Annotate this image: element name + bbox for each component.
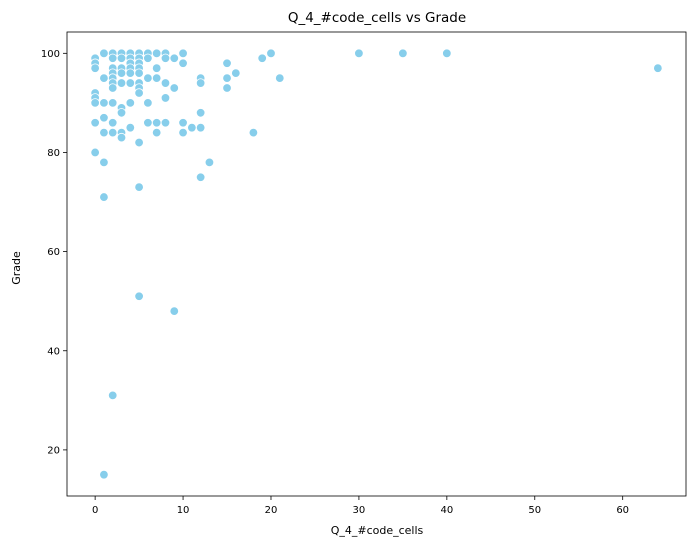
data-point (134, 291, 144, 301)
data-point (116, 53, 127, 63)
x-axis-ticks: 0 10 20 30 40 50 60 (92, 496, 629, 516)
data-point (257, 53, 267, 63)
chart-title: Q_4_#code_cells vs Grade (288, 10, 466, 26)
plot-frame (66, 31, 687, 497)
data-point (125, 122, 136, 133)
data-point (116, 132, 127, 143)
data-point (354, 48, 364, 59)
data-point (222, 58, 232, 68)
data-point (125, 98, 136, 108)
data-point (187, 122, 197, 133)
data-point (151, 48, 162, 59)
data-point (116, 68, 127, 78)
y-tick-label: 60 (47, 247, 60, 258)
points-layer (90, 48, 663, 480)
data-point (178, 48, 188, 59)
data-point (143, 53, 153, 63)
data-point (151, 118, 162, 128)
data-point (248, 127, 259, 138)
data-point (195, 108, 206, 118)
data-point (116, 78, 127, 88)
data-point (204, 157, 215, 168)
data-point (169, 306, 179, 316)
data-point (160, 118, 171, 128)
data-point (143, 98, 153, 108)
x-axis-label: Q_4_#code_cells (331, 524, 424, 537)
x-tick-label: 30 (353, 505, 366, 516)
y-tick-label: 20 (47, 445, 60, 456)
data-point (99, 48, 109, 59)
data-point (108, 83, 118, 93)
data-point (90, 147, 100, 158)
data-point (99, 192, 109, 202)
y-tick-label: 80 (47, 148, 60, 159)
data-point (90, 63, 100, 73)
data-point (195, 122, 206, 133)
data-point (178, 118, 188, 128)
data-point (134, 88, 144, 98)
data-point (169, 83, 179, 93)
data-point (108, 127, 118, 138)
data-point (275, 73, 285, 83)
data-point (99, 157, 109, 168)
data-point (108, 390, 118, 401)
data-point (134, 182, 144, 192)
data-point (160, 93, 171, 103)
x-tick-label: 40 (440, 505, 453, 516)
data-point (160, 78, 171, 88)
data-point (99, 98, 109, 108)
data-point (143, 118, 153, 128)
data-point (125, 78, 136, 88)
data-point (134, 137, 144, 148)
data-point (99, 469, 109, 480)
data-point (108, 53, 118, 63)
data-point (134, 68, 144, 78)
data-point (178, 58, 188, 68)
data-point (160, 53, 171, 63)
data-point (398, 48, 408, 59)
data-point (195, 172, 206, 182)
x-tick-label: 60 (616, 505, 629, 516)
data-point (231, 68, 241, 78)
data-point (653, 63, 663, 73)
data-point (178, 127, 188, 138)
data-point (99, 127, 109, 138)
data-point (151, 73, 162, 83)
data-point (222, 73, 232, 83)
x-tick-label: 0 (92, 505, 98, 516)
data-point (108, 98, 118, 108)
data-point (169, 53, 179, 63)
data-point (266, 48, 276, 59)
data-point (108, 118, 118, 128)
y-tick-label: 40 (47, 346, 60, 357)
data-point (99, 73, 109, 83)
data-point (90, 118, 100, 128)
data-point (99, 113, 109, 123)
data-point (151, 63, 162, 73)
x-tick-label: 20 (265, 505, 278, 516)
data-point (90, 98, 100, 108)
data-point (222, 83, 232, 93)
x-tick-label: 10 (177, 505, 190, 516)
y-axis-label: Grade (10, 251, 23, 285)
data-point (125, 68, 136, 78)
data-point (151, 127, 162, 138)
data-point (143, 73, 153, 83)
data-point (442, 48, 452, 59)
data-point (116, 108, 127, 118)
y-tick-label: 100 (41, 49, 60, 60)
x-tick-label: 50 (528, 505, 541, 516)
y-axis-ticks: 20 40 60 80 100 (41, 49, 67, 456)
data-point (195, 78, 206, 88)
